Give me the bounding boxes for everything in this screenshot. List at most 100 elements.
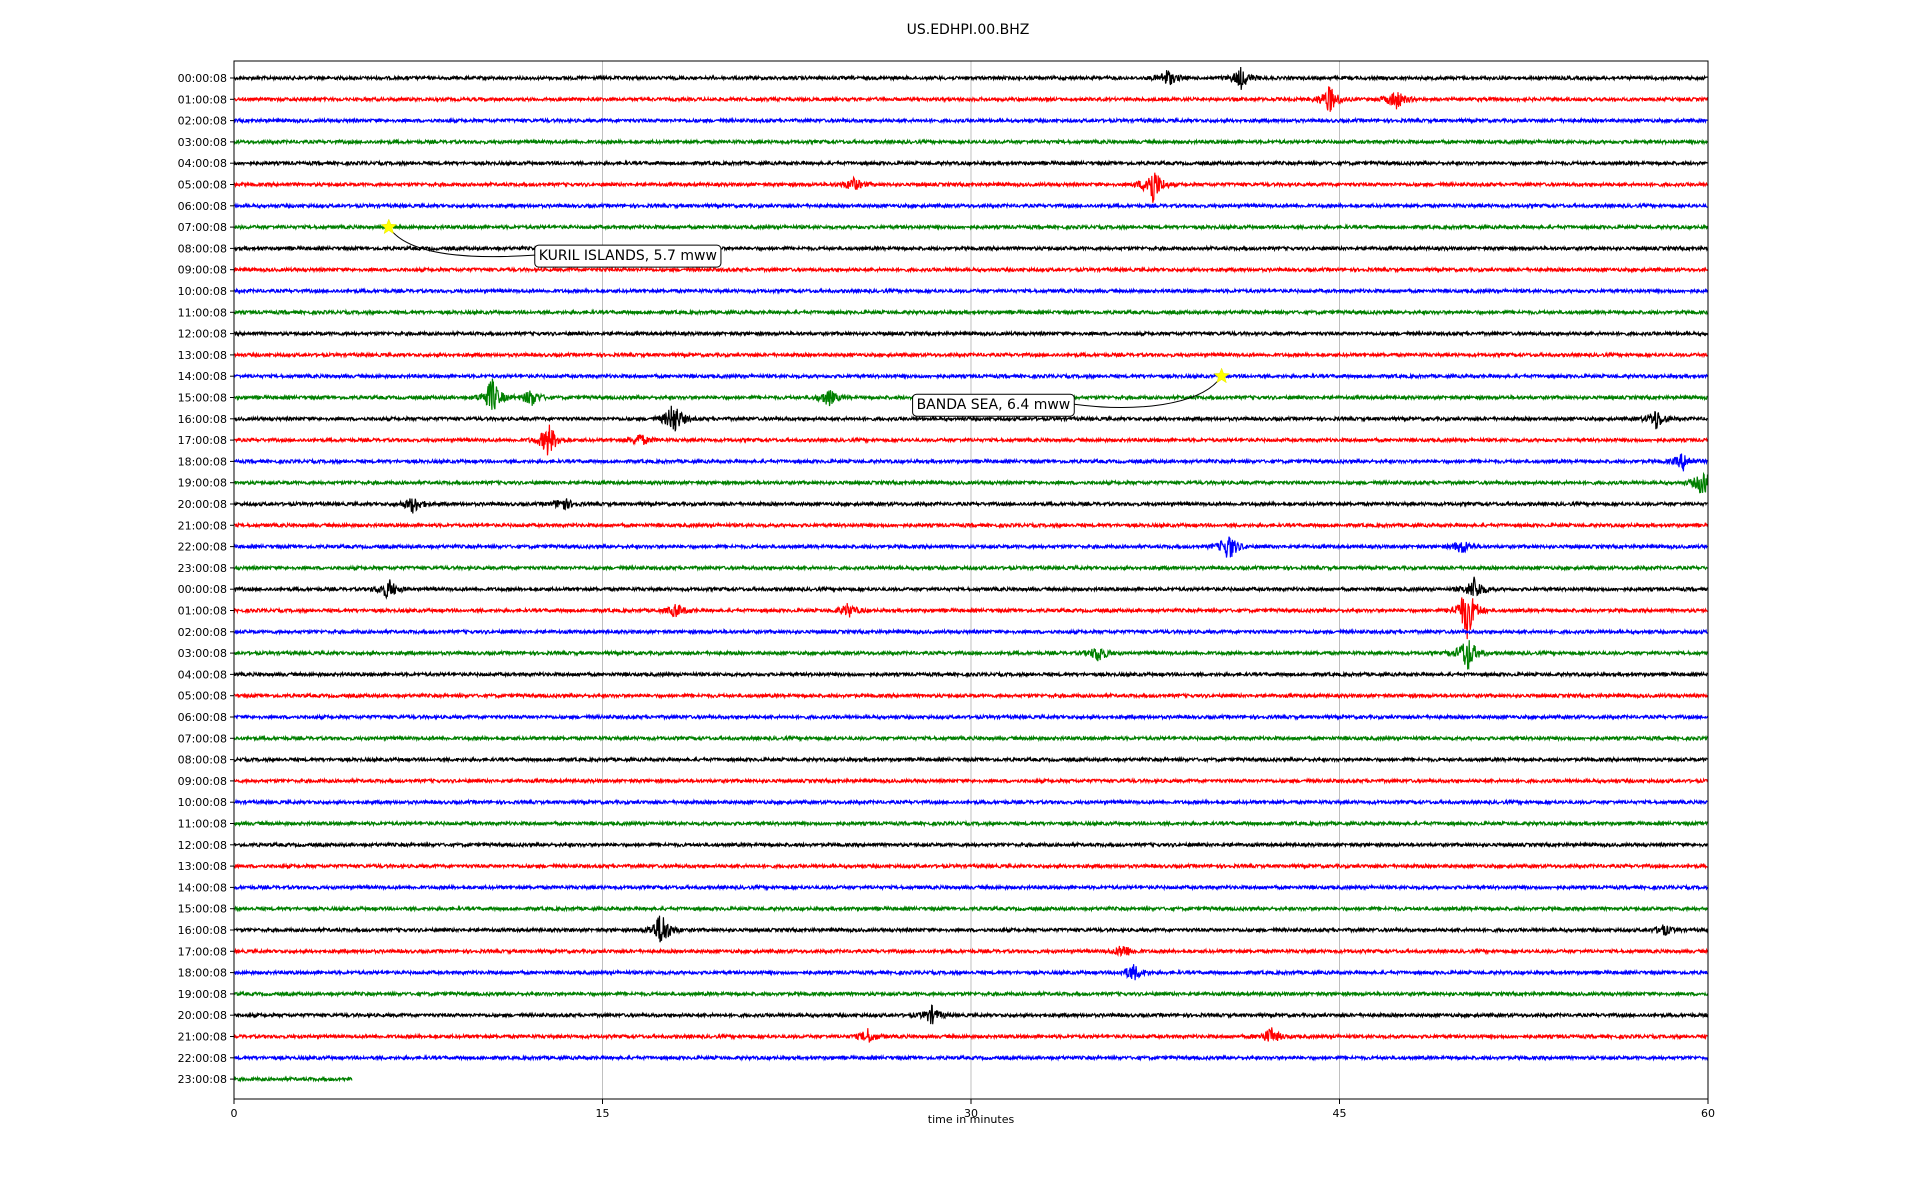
row-time-label: 03:00:08 [178,136,227,149]
trace-row [233,964,1708,981]
row-time-label: 23:00:08 [178,1073,227,1086]
trace-row [233,329,1709,338]
row-time-label: 13:00:08 [178,349,227,362]
trace-row [233,521,1709,530]
trace-row [233,244,1709,253]
row-time-label: 03:00:08 [178,647,227,660]
x-tick-label: 30 [964,1107,978,1120]
trace-row [233,755,1708,764]
row-time-label: 11:00:08 [178,306,227,319]
row-time-label: 02:00:08 [178,115,227,128]
vertical-grid [602,61,1340,1099]
row-time-label: 20:00:08 [178,1009,227,1022]
trace-row [233,945,1709,958]
row-time-label: 20:00:08 [178,498,227,511]
row-time-label: 08:00:08 [178,242,227,255]
event-star-marker [1213,367,1230,384]
row-time-label: 19:00:08 [178,477,227,490]
trace-row [233,640,1709,670]
row-time-label: 15:00:08 [178,392,227,405]
row-time-label: 00:00:08 [178,583,227,596]
trace-row [233,1075,353,1083]
row-time-label: 11:00:08 [178,818,227,831]
trace-row [233,904,1709,913]
event-annotation: KURIL ISLANDS, 5.7 mww [380,218,722,268]
trace-row [233,819,1708,828]
event-label-box [912,393,1075,417]
row-time-label: 13:00:08 [178,860,227,873]
row-time-label: 10:00:08 [178,285,227,298]
event-annotation: BANDA SEA, 6.4 mww [912,367,1230,417]
row-time-label: 21:00:08 [178,1031,227,1044]
trace-row [233,597,1708,640]
trace-row [233,159,1708,168]
trace-row [233,498,1708,514]
row-time-label: 17:00:08 [178,945,227,958]
trace-row [233,798,1708,807]
trace-row [233,691,1709,700]
trace-row [233,1027,1708,1043]
trace-row [233,840,1708,849]
row-time-label: 09:00:08 [178,264,227,277]
event-label-box [534,244,722,268]
row-time-label: 16:00:08 [178,924,227,937]
x-axis-label: time in minutes [928,1113,1015,1126]
row-time-label: 05:00:08 [178,179,227,192]
row-time-label: 10:00:08 [178,796,227,809]
trace-row [233,86,1709,112]
trace-row [233,862,1708,870]
row-time-label: 09:00:08 [178,775,227,788]
trace-row [233,453,1708,472]
event-label: KURIL ISLANDS, 5.7 mww [539,248,717,264]
trace-row [233,116,1708,125]
row-time-label: 04:00:08 [178,668,227,681]
row-time-label: 15:00:08 [178,903,227,916]
x-tick-label: 60 [1701,1107,1715,1120]
x-tick-label: 45 [1333,1107,1347,1120]
row-time-label: 01:00:08 [178,605,227,618]
row-time-label: 05:00:08 [178,690,227,703]
trace-row [234,576,1709,600]
trace-row [233,734,1709,743]
row-time-label: 00:00:08 [178,72,227,85]
trace-row [233,713,1709,721]
x-tick-label: 15 [596,1107,610,1120]
trace-row [233,223,1709,232]
row-time-label: 07:00:08 [178,221,227,234]
trace-row [233,405,1708,432]
row-time-label: 04:00:08 [178,157,227,170]
trace-row [233,776,1709,785]
trace-row [233,536,1708,558]
row-time-label: 02:00:08 [178,626,227,639]
event-star-marker [380,218,398,235]
row-time-label: 23:00:08 [178,562,227,575]
row-time-label: 21:00:08 [178,519,227,532]
trace-row [233,172,1708,203]
trace-row [233,308,1709,317]
row-time-label: 08:00:08 [178,754,227,767]
x-tick-label: 0 [231,1107,238,1120]
trace-row [233,990,1709,998]
chart-title: US.EDHPI.00.BHZ [907,22,1030,38]
trace-row [233,265,1709,274]
row-time-label: 12:00:08 [178,839,227,852]
row-time-label: 14:00:08 [178,881,227,894]
row-time-label: 06:00:08 [178,200,227,213]
trace-row [233,670,1708,679]
trace-row [233,1004,1709,1025]
row-time-label: 17:00:08 [178,434,227,447]
event-annotations: KURIL ISLANDS, 5.7 mww BANDA SEA, 6.4 mww [380,218,1230,417]
row-time-label: 06:00:08 [178,711,227,724]
trace-row [233,915,1709,943]
row-time-labels: 00:00:08 01:00:08 02:00:08 03:00:08 04:00:08… [178,72,234,1086]
row-time-label: 14:00:08 [178,370,227,383]
trace-row [233,287,1709,295]
row-time-label: 12:00:08 [178,328,227,341]
trace-row [233,424,1709,456]
row-time-label: 19:00:08 [178,988,227,1001]
x-axis-ticks: 0 15 30 45 60 [231,1099,1715,1120]
row-time-label: 22:00:08 [178,1052,227,1065]
row-time-label: 18:00:08 [178,455,227,468]
trace-row [233,883,1709,892]
